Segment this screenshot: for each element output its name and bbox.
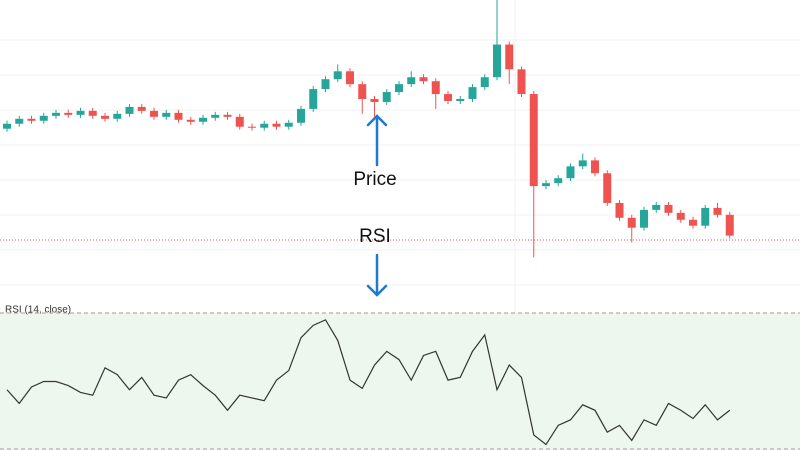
candle-body xyxy=(15,118,24,124)
candle-body xyxy=(39,115,48,121)
candle-body xyxy=(468,87,477,99)
candle-body xyxy=(664,204,673,213)
candle-body xyxy=(444,94,452,101)
candle-body xyxy=(640,209,648,228)
candle-body xyxy=(407,77,416,85)
rsi-line xyxy=(6,319,731,446)
candle-body xyxy=(211,114,220,118)
candle-body xyxy=(76,110,85,115)
arrow-up xyxy=(366,114,388,167)
candle-body xyxy=(395,84,403,93)
candle-body xyxy=(162,112,171,117)
candle-body xyxy=(150,110,158,117)
candle-body xyxy=(480,77,489,88)
candle-body xyxy=(713,207,722,215)
candle-body xyxy=(64,112,73,115)
candle-body xyxy=(505,44,514,70)
candle-body xyxy=(284,122,293,127)
rsi xyxy=(6,319,731,446)
candle-body xyxy=(456,99,465,101)
candle-body xyxy=(382,92,391,102)
annotation: Price xyxy=(353,169,396,190)
annotation: RSI xyxy=(359,226,391,247)
candle-body xyxy=(431,81,440,95)
candle-body xyxy=(125,106,134,114)
candle-body xyxy=(223,114,232,117)
candle-body xyxy=(199,117,207,122)
candle-body xyxy=(358,84,367,99)
candle-body xyxy=(27,118,36,121)
candle-body xyxy=(493,44,501,78)
candle-body xyxy=(101,115,109,119)
candle-body xyxy=(186,119,195,122)
candle-body xyxy=(676,212,685,220)
rsi-title: RSI (14, close) xyxy=(5,305,71,316)
candle-body xyxy=(248,126,256,128)
candle-body xyxy=(701,207,710,226)
arrow-down xyxy=(366,253,388,297)
candle-body xyxy=(542,183,550,187)
candle-body xyxy=(174,112,183,120)
candle-body xyxy=(419,77,428,82)
candles xyxy=(3,0,734,258)
candle-body xyxy=(137,106,146,111)
candle-body xyxy=(3,123,11,129)
candle-body xyxy=(591,160,599,174)
candle-body xyxy=(333,71,342,80)
candle-body xyxy=(517,69,526,95)
candle-body xyxy=(52,112,60,116)
candle-body xyxy=(309,89,318,109)
candle-body xyxy=(652,204,661,210)
candle-body xyxy=(566,166,575,179)
candle-body xyxy=(235,116,244,127)
candle-body xyxy=(689,219,697,226)
candle-body xyxy=(297,108,305,123)
candle-body xyxy=(578,160,587,167)
candle-body xyxy=(627,217,636,228)
candle-body xyxy=(725,214,734,236)
candle-body xyxy=(272,123,281,127)
candle-body xyxy=(370,99,379,102)
candle-body xyxy=(113,113,122,119)
candle-body xyxy=(88,110,97,116)
candle-body xyxy=(321,79,330,90)
candle-body xyxy=(346,71,354,85)
candle-body xyxy=(529,94,538,187)
candle-body xyxy=(615,202,624,218)
candle-body xyxy=(260,123,269,128)
candle-body xyxy=(554,178,563,184)
rsi-panel xyxy=(0,313,800,450)
candle-body xyxy=(603,173,612,203)
